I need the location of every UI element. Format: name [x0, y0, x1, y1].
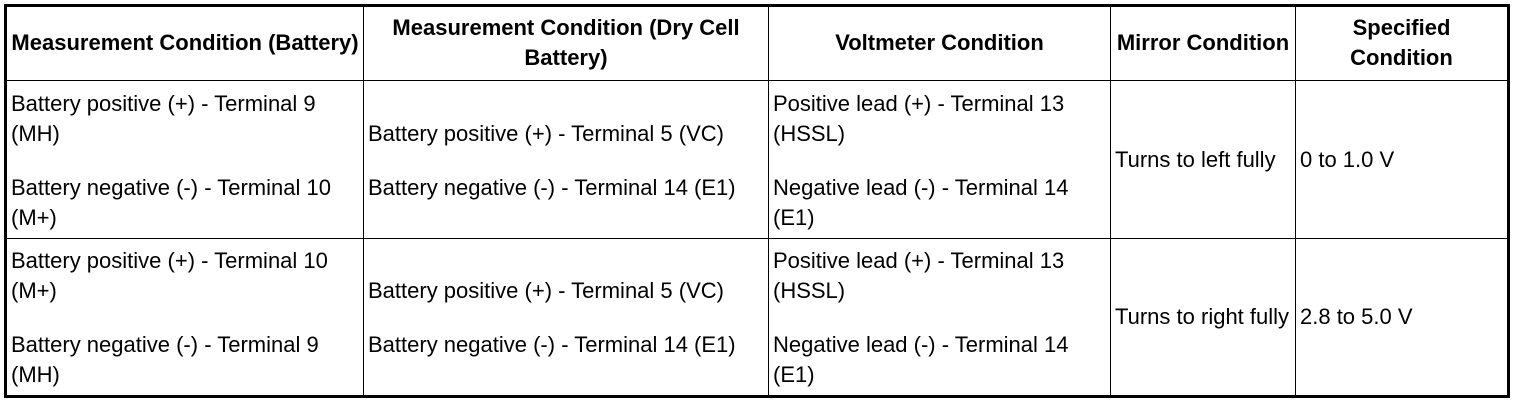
voltmeter-negative-lead: Negative lead (-) - Terminal 14 (E1) [773, 332, 1069, 387]
voltmeter-negative-lead: Negative lead (-) - Terminal 14 (E1) [773, 174, 1069, 230]
voltmeter-positive-lead: Positive lead (+) - Terminal 13 (HSSL) [773, 90, 1065, 146]
dry-cell-cell: Battery positive (+) - Terminal 5 (VC) B… [363, 80, 769, 239]
specified-condition-cell: 2.8 to 5.0 V [1295, 238, 1509, 397]
header-row: Measurement Condition (Battery) Measurem… [5, 5, 1509, 81]
voltmeter-positive-lead: Positive lead (+) - Terminal 13 (HSSL) [773, 248, 1065, 303]
table-row: Battery positive (+) - Terminal 9 (MH) B… [5, 80, 1509, 239]
battery-negative-connection: Battery negative (-) - Terminal 9 (MH) [11, 332, 319, 387]
voltmeter-cell: Positive lead (+) - Terminal 13 (HSSL) N… [768, 80, 1111, 239]
dry-cell-positive-connection: Battery positive (+) - Terminal 5 (VC) [368, 120, 724, 146]
table-row: Battery positive (+) - Terminal 10 (M+) … [5, 238, 1509, 397]
battery-cell: Battery positive (+) - Terminal 9 (MH) B… [5, 80, 364, 239]
header-measurement-dry-cell: Measurement Condition (Dry Cell Battery) [363, 5, 769, 81]
mirror-condition-cell: Turns to left fully [1110, 80, 1296, 239]
battery-negative-connection: Battery negative (-) - Terminal 10 (M+) [11, 174, 331, 230]
header-mirror-condition: Mirror Condition [1110, 5, 1296, 81]
dry-cell-negative-connection: Battery negative (-) - Terminal 14 (E1) [368, 332, 736, 357]
header-specified-condition: Specified Condition [1295, 5, 1509, 81]
battery-positive-connection: Battery positive (+) - Terminal 10 (M+) [11, 248, 328, 303]
header-measurement-battery: Measurement Condition (Battery) [5, 5, 364, 81]
battery-positive-connection: Battery positive (+) - Terminal 9 (MH) [11, 90, 316, 146]
dry-cell-negative-connection: Battery negative (-) - Terminal 14 (E1) [368, 174, 736, 200]
header-voltmeter-condition: Voltmeter Condition [768, 5, 1111, 81]
specification-table: Measurement Condition (Battery) Measurem… [4, 4, 1510, 398]
voltmeter-cell: Positive lead (+) - Terminal 13 (HSSL) N… [768, 238, 1111, 397]
dry-cell-positive-connection: Battery positive (+) - Terminal 5 (VC) [368, 278, 724, 303]
specified-condition-cell: 0 to 1.0 V [1295, 80, 1509, 239]
battery-cell: Battery positive (+) - Terminal 10 (M+) … [5, 238, 364, 397]
dry-cell-cell: Battery positive (+) - Terminal 5 (VC) B… [363, 238, 769, 397]
mirror-condition-cell: Turns to right fully [1110, 238, 1296, 397]
